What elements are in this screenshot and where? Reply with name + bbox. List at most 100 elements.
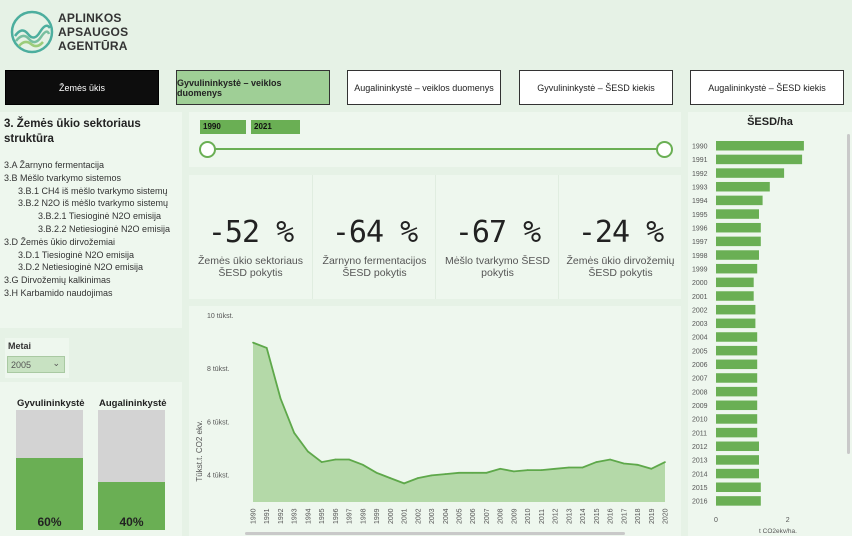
bar-mark[interactable] xyxy=(716,304,756,315)
bar-mark[interactable] xyxy=(716,496,761,506)
bar-mark[interactable] xyxy=(716,168,785,178)
bar-mark[interactable] xyxy=(716,222,761,233)
range-start-handle[interactable] xyxy=(199,141,216,158)
tree-item[interactable]: 3.D.1 Tiesioginė N2O emisija xyxy=(18,249,135,260)
area-data-point[interactable] xyxy=(568,466,570,469)
area-x-tick-label: 2003 xyxy=(429,508,436,524)
area-data-point[interactable] xyxy=(320,461,323,463)
area-data-point[interactable] xyxy=(540,469,543,471)
tree-item[interactable]: 3.D.2 Netiesioginė N2O emisija xyxy=(18,262,144,273)
area-data-point[interactable] xyxy=(526,469,529,471)
range-end-handle[interactable] xyxy=(656,141,673,158)
area-data-point[interactable] xyxy=(265,347,268,349)
tree-item[interactable]: 3.B Mėšlo tvarkymo sistemos xyxy=(4,172,122,183)
nav-button-zemes-ukis[interactable]: Žemės ūkis xyxy=(5,70,159,105)
tree-item[interactable]: 3.B.1 CH4 iš mėšlo tvarkymo sistemų xyxy=(18,185,168,196)
area-x-tick-label: 1991 xyxy=(264,508,271,524)
area-x-tick-label: 1997 xyxy=(347,508,354,524)
bar-mark[interactable] xyxy=(716,414,758,424)
bar-mark[interactable] xyxy=(716,468,759,479)
bar-mark[interactable] xyxy=(716,154,803,165)
bar-chart-scrollbar[interactable] xyxy=(847,134,850,454)
area-data-point[interactable] xyxy=(513,470,515,473)
bar-mark[interactable] xyxy=(716,359,758,370)
year-dropdown[interactable]: 2005 ⌄ xyxy=(7,356,65,373)
area-data-point[interactable] xyxy=(252,341,254,344)
area-y-tick-label: 4 tūkst. xyxy=(207,472,230,479)
kpi-panel: -52 % Žemės ūkio sektoriaus ŠESD pokytis… xyxy=(189,175,681,299)
area-x-tick-label: 1998 xyxy=(360,508,367,524)
bar-mark[interactable] xyxy=(716,345,758,356)
bar-mark[interactable] xyxy=(716,263,758,274)
area-data-point[interactable] xyxy=(444,473,447,475)
bar-mark[interactable] xyxy=(716,482,761,493)
area-data-point[interactable] xyxy=(417,477,419,479)
area-x-tick-label: 2007 xyxy=(484,508,491,524)
bar-mark[interactable] xyxy=(716,209,759,219)
bar-mark[interactable] xyxy=(716,195,763,206)
area-data-point[interactable] xyxy=(636,464,639,466)
range-end-input[interactable]: 2021 xyxy=(251,120,300,134)
bar-mark[interactable] xyxy=(716,373,758,383)
bar-mark[interactable] xyxy=(716,236,761,247)
area-data-point[interactable] xyxy=(307,450,309,453)
area-x-tick-label: 2009 xyxy=(511,508,518,524)
area-data-point[interactable] xyxy=(485,472,488,474)
area-data-point[interactable] xyxy=(581,466,584,469)
area-data-point[interactable] xyxy=(334,458,337,461)
area-data-point[interactable] xyxy=(430,474,433,477)
bar-mark[interactable] xyxy=(716,291,754,301)
area-data-point[interactable] xyxy=(595,461,598,463)
area-data-point[interactable] xyxy=(362,464,364,466)
bar-mark[interactable] xyxy=(716,400,758,411)
area-data-point[interactable] xyxy=(623,462,625,465)
bar-y-tick-label: 1994 xyxy=(692,198,708,205)
bar-y-tick-label: 2012 xyxy=(692,444,708,451)
area-data-point[interactable] xyxy=(389,477,392,479)
bar-y-tick-label: 2015 xyxy=(692,485,708,492)
tree-item[interactable]: 3.A Žarnyno fermentacija xyxy=(4,160,105,170)
nav-button-augalininkyste-veiklos[interactable]: Augalininkystė – veiklos duomenys xyxy=(347,70,501,105)
area-data-point[interactable] xyxy=(650,468,653,470)
area-data-point[interactable] xyxy=(499,468,502,470)
area-data-point[interactable] xyxy=(664,461,666,463)
bar-mark[interactable] xyxy=(716,141,804,151)
area-x-tick-label: 2020 xyxy=(663,508,670,524)
area-data-point[interactable] xyxy=(609,458,611,461)
bar-mark[interactable] xyxy=(716,386,758,397)
area-x-tick-label: 2006 xyxy=(470,508,477,524)
bar-mark[interactable] xyxy=(716,250,759,260)
bar-mark[interactable] xyxy=(716,455,759,465)
share-bar-gyvulininkyste: 60% xyxy=(16,410,83,530)
range-track[interactable] xyxy=(207,148,665,150)
nav-button-gyvulininkyste-sesd[interactable]: Gyvulininkystė – ŠESD kiekis xyxy=(519,70,673,105)
tree-item[interactable]: 3.G Dirvožemių kalkinimas xyxy=(4,275,111,286)
tree-item[interactable]: 3.D Žemės ūkio dirvožemiai xyxy=(4,236,116,247)
bar-mark[interactable] xyxy=(716,427,758,438)
area-data-point[interactable] xyxy=(279,397,282,400)
area-chart-scrollbar[interactable] xyxy=(245,532,625,535)
bar-mark[interactable] xyxy=(716,181,770,192)
tree-item[interactable]: 3.B.2.1 Tiesioginė N2O emisija xyxy=(38,211,162,222)
bar-y-tick-label: 1990 xyxy=(692,144,708,151)
area-data-point[interactable] xyxy=(293,432,295,434)
area-data-point[interactable] xyxy=(471,472,474,474)
share-percent: 60% xyxy=(37,515,62,529)
bar-mark[interactable] xyxy=(716,277,754,288)
nav-button-augalininkyste-sesd[interactable]: Augalininkystė – ŠESD kiekis xyxy=(690,70,844,105)
tree-item[interactable]: 3.B.2 N2O iš mėšlo tvarkymo sistemų xyxy=(18,198,169,209)
bar-chart-svg: t CO2ekv/ha. 1990 1991 1992 1993 1994 1995 199… xyxy=(692,141,804,535)
bar-mark[interactable] xyxy=(716,441,759,452)
bar-mark[interactable] xyxy=(716,332,758,342)
area-data-point[interactable] xyxy=(348,458,350,461)
area-data-point[interactable] xyxy=(554,468,556,470)
tree-item[interactable]: 3.H Karbamido naudojimas xyxy=(4,287,113,298)
nav-button-gyvulininkyste-veiklos[interactable]: Gyvulininkystė – veiklos duomenys xyxy=(176,70,330,105)
area-data-point[interactable] xyxy=(403,482,405,485)
area-data-point[interactable] xyxy=(458,472,460,474)
bar-mark[interactable] xyxy=(716,318,756,329)
area-data-point[interactable] xyxy=(375,472,378,474)
range-start-input[interactable]: 1990 xyxy=(200,120,246,134)
tree-item[interactable]: 3.B.2.2 Netiesioginė N2O emisija xyxy=(38,223,171,234)
bar-y-tick-label: 2007 xyxy=(692,376,708,383)
